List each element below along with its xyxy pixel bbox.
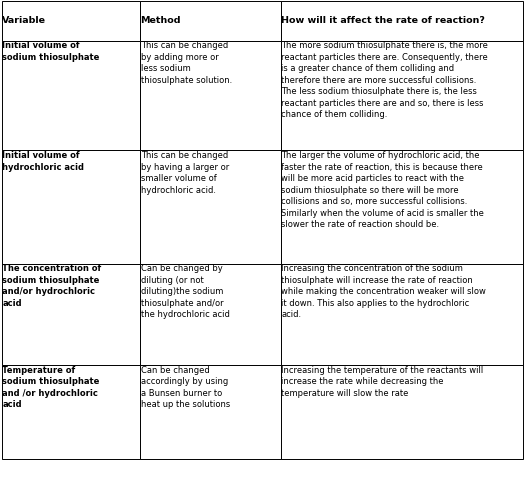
Text: Can be changed
accordingly by using
a Bunsen burner to
heat up the solutions: Can be changed accordingly by using a Bu… — [141, 365, 230, 409]
Bar — [2, 151, 140, 264]
Bar — [281, 264, 523, 365]
Text: Increasing the concentration of the sodium
thiosulphate will increase the rate o: Increasing the concentration of the sodi… — [281, 264, 486, 319]
Text: Method: Method — [141, 16, 181, 26]
Text: This can be changed
by having a larger or
smaller volume of
hydrochloric acid.: This can be changed by having a larger o… — [141, 151, 229, 195]
Text: Initial volume of
hydrochloric acid: Initial volume of hydrochloric acid — [3, 151, 85, 172]
Text: The concentration of
sodium thiosulphate
and/or hydrochloric
acid: The concentration of sodium thiosulphate… — [3, 264, 102, 308]
Text: Can be changed by
diluting (or not
diluting)the sodium
thiosulphate and/or
the h: Can be changed by diluting (or not dilut… — [141, 264, 229, 319]
Bar — [140, 1, 281, 41]
Text: Initial volume of
sodium thiosulphate: Initial volume of sodium thiosulphate — [3, 42, 100, 62]
Text: The more sodium thiosulphate there is, the more
reactant particles there are. Co: The more sodium thiosulphate there is, t… — [281, 42, 488, 119]
Bar — [281, 365, 523, 459]
Bar — [281, 41, 523, 151]
Bar — [140, 264, 281, 365]
Bar — [2, 1, 140, 41]
Text: This can be changed
by adding more or
less sodium
thiosulphate solution.: This can be changed by adding more or le… — [141, 42, 232, 85]
Text: Increasing the temperature of the reactants will
increase the rate while decreas: Increasing the temperature of the reacta… — [281, 365, 484, 397]
Bar — [140, 151, 281, 264]
Bar — [281, 151, 523, 264]
Text: Temperature of
sodium thiosulphate
and /or hydrochloric
acid: Temperature of sodium thiosulphate and /… — [3, 365, 100, 409]
Bar — [281, 1, 523, 41]
Bar — [140, 365, 281, 459]
Bar — [2, 264, 140, 365]
Text: Variable: Variable — [3, 16, 46, 26]
Bar — [140, 41, 281, 151]
Text: The larger the volume of hydrochloric acid, the
faster the rate of reaction, thi: The larger the volume of hydrochloric ac… — [281, 151, 484, 229]
Bar — [2, 41, 140, 151]
Bar — [2, 365, 140, 459]
Text: How will it affect the rate of reaction?: How will it affect the rate of reaction? — [281, 16, 485, 26]
